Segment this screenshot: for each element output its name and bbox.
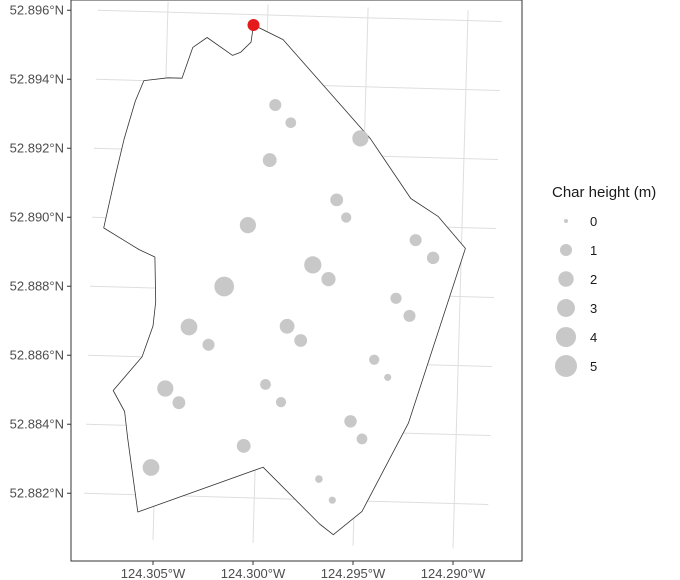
- char-point-26: [236, 438, 251, 453]
- char-point-18: [369, 354, 380, 365]
- legend-label-1: 1: [590, 243, 597, 258]
- highlight-layer: [247, 19, 260, 31]
- x-tick-label-0: 124.305°W: [121, 566, 186, 580]
- char-point-21: [157, 380, 174, 397]
- char-point-13: [403, 309, 416, 322]
- char-point-27: [142, 459, 160, 476]
- char-points-layer: [142, 98, 440, 504]
- legend-key-5: [555, 355, 577, 377]
- char-point-4: [330, 193, 344, 207]
- char-point-24: [344, 415, 357, 428]
- site-boundary-layer: [103, 24, 466, 536]
- x-tick-label-3: 124.290°W: [421, 566, 486, 580]
- meridian-line-3: [452, 10, 469, 549]
- legend-key-0: [564, 219, 568, 223]
- y-tick-label-5: 52.892°N: [10, 141, 64, 156]
- y-axis-ticks: 52.882°N 52.884°N 52.886°N 52.888°N 52.890°N…: [10, 3, 71, 501]
- legend-title: Char height (m): [552, 184, 656, 201]
- y-tick-label-3: 52.888°N: [10, 279, 64, 294]
- char-point-16: [294, 334, 308, 347]
- char-point-25: [356, 433, 368, 445]
- legend-label-2: 2: [590, 272, 597, 287]
- y-tick-label-1: 52.884°N: [10, 417, 64, 432]
- parallel-line-7: [97, 9, 502, 23]
- char-point-29: [328, 496, 336, 504]
- char-point-1: [285, 117, 297, 129]
- char-point-19: [384, 373, 392, 381]
- legend-label-0: 0: [590, 214, 597, 229]
- legend-key-2: [558, 271, 574, 287]
- panel-border: [70, 0, 523, 562]
- y-tick-label-4: 52.890°N: [10, 210, 64, 225]
- char-point-8: [426, 251, 440, 265]
- char-point-28: [315, 475, 323, 483]
- x-tick-label-1: 124.300°W: [221, 566, 286, 580]
- x-axis-ticks: 124.305°W 124.300°W 124.295°W 124.290°W: [121, 561, 486, 580]
- y-tick-label-2: 52.886°N: [10, 348, 64, 363]
- y-tick-label-6: 52.894°N: [10, 72, 64, 87]
- char-point-10: [321, 272, 336, 287]
- site-boundary-polygon: [103, 24, 466, 536]
- char-point-3: [262, 153, 277, 168]
- char-point-6: [239, 217, 256, 234]
- char-point-20: [260, 379, 271, 390]
- char-point-11: [214, 276, 235, 297]
- char-point-15: [279, 318, 295, 334]
- legend-key-1: [559, 243, 573, 257]
- char-point-14: [180, 318, 198, 336]
- char-point-0: [269, 98, 282, 112]
- highlight-point: [247, 19, 260, 31]
- legend-key-4: [555, 326, 577, 348]
- char-point-12: [390, 292, 402, 304]
- y-tick-label-7: 52.896°N: [10, 3, 64, 18]
- char-point-2: [352, 130, 369, 147]
- legend-label-5: 5: [590, 359, 597, 374]
- legend-label-4: 4: [590, 330, 597, 345]
- char-point-5: [341, 212, 352, 223]
- char-point-23: [172, 396, 186, 410]
- legend-label-3: 3: [590, 301, 597, 316]
- y-tick-label-0: 52.882°N: [10, 486, 64, 501]
- char-point-7: [409, 234, 422, 247]
- char-point-22: [275, 396, 287, 408]
- legend: Char height (m) 0 1 2 3 4 5: [552, 184, 656, 377]
- legend-key-3: [557, 299, 575, 317]
- char-point-9: [304, 256, 322, 274]
- x-tick-label-2: 124.295°W: [321, 566, 386, 580]
- char-point-17: [202, 338, 215, 351]
